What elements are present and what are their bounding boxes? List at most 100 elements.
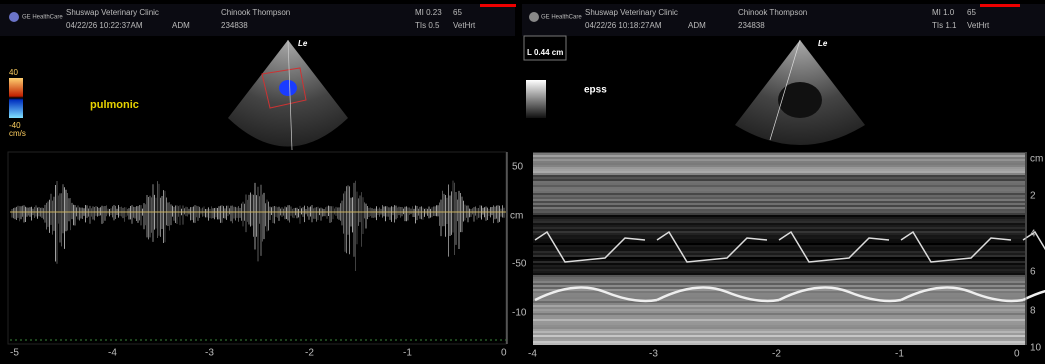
- mmode-row: [533, 289, 1025, 291]
- mmode-row: [533, 341, 1025, 343]
- mmode-row: [533, 167, 1025, 169]
- mmode-row: [533, 265, 1025, 267]
- x-tick-label: 0: [1014, 349, 1020, 360]
- x-tick-label: -4: [528, 349, 537, 360]
- mmode-row: [533, 197, 1025, 199]
- mmode-row: [533, 245, 1025, 247]
- x-tick-label: -5: [10, 348, 19, 359]
- mmode-row: [533, 241, 1025, 243]
- color-box: [261, 67, 307, 109]
- y-tick-label: -50: [512, 259, 527, 270]
- mi: MI 1.0: [932, 8, 955, 17]
- y-tick-label: cm: [1030, 154, 1043, 165]
- mmode-row: [533, 317, 1025, 319]
- mmode-row: [533, 313, 1025, 315]
- header-bar: [522, 4, 1045, 36]
- clinic: Shuswap Veterinary Clinic: [585, 8, 678, 17]
- y-tick-label: 50: [512, 162, 524, 173]
- datetime: 04/22/26 10:22:37AM: [66, 21, 143, 30]
- mmode-row: [533, 251, 1025, 253]
- annotation: pulmonic: [90, 99, 139, 111]
- mmode-row: [533, 323, 1025, 325]
- mmode-row: [533, 171, 1025, 173]
- mmode-row: [533, 321, 1025, 323]
- x-axis-labels: -4 -3 -2 -1 0: [528, 349, 1020, 360]
- x-tick-label: -4: [108, 348, 117, 359]
- doppler-trace: [11, 180, 505, 271]
- frame-rate: 65: [453, 8, 462, 17]
- mmode-row: [533, 235, 1025, 237]
- mmode-row: [533, 259, 1025, 261]
- mmode-row: [533, 153, 1025, 155]
- mmode-row: [533, 173, 1025, 175]
- mmode-trace: [533, 153, 1045, 345]
- mmode-row: [533, 327, 1025, 329]
- preset: VetHrt: [453, 21, 476, 30]
- mmode-row: [533, 315, 1025, 317]
- mmode-row: [533, 215, 1025, 217]
- wall-motion: [778, 286, 902, 303]
- valve-motion: [1022, 230, 1045, 251]
- y-axis-labels: cm 2 4 6 8 10: [1030, 154, 1043, 354]
- mmode-row: [533, 247, 1025, 249]
- mmode-row: [533, 161, 1025, 163]
- x-tick-label: -2: [772, 349, 781, 360]
- cursor-line: [769, 39, 801, 141]
- mmode-row: [533, 319, 1025, 321]
- x-axis-labels: -5 -4 -3 -2 -1 0: [10, 348, 507, 359]
- patient: Chinook Thompson: [221, 8, 290, 17]
- probe-marker: Le: [298, 39, 308, 48]
- mmode-row: [533, 213, 1025, 215]
- mmode-row: [533, 331, 1025, 333]
- mmode-row: [533, 291, 1025, 293]
- tis: TIs 0.5: [415, 21, 440, 30]
- patient-id: 234838: [738, 21, 765, 30]
- mmode-row: [533, 165, 1025, 167]
- mmode-row: [533, 295, 1025, 297]
- x-tick-label: -3: [205, 348, 214, 359]
- mmode-row: [533, 343, 1025, 345]
- mmode-row: [533, 257, 1025, 259]
- header-bar: [0, 4, 515, 36]
- mmode-row: [533, 163, 1025, 165]
- mmode-row: [533, 229, 1025, 231]
- mmode-row: [533, 179, 1025, 181]
- mmode-row: [533, 195, 1025, 197]
- mmode-row: [533, 333, 1025, 335]
- mmode-row: [533, 273, 1025, 275]
- mmode-row: [533, 267, 1025, 269]
- mmode-row: [533, 193, 1025, 195]
- patient: Chinook Thompson: [738, 8, 807, 17]
- mmode-row: [533, 303, 1025, 305]
- scale-min: -40: [9, 121, 21, 130]
- wall-motion: [534, 286, 658, 303]
- mmode-row: [533, 217, 1025, 219]
- mmode-row: [533, 275, 1025, 277]
- mmode-row: [533, 307, 1025, 309]
- measurement: L 0.44 cm: [527, 48, 563, 57]
- mmode-row: [533, 293, 1025, 295]
- frame-rate: 65: [967, 8, 976, 17]
- mmode-row: [533, 177, 1025, 179]
- mmode-row: [533, 325, 1025, 327]
- valve-motion: [900, 230, 1012, 263]
- operator: ADM: [172, 21, 190, 30]
- mmode-row: [533, 203, 1025, 205]
- mmode-row: [533, 255, 1025, 257]
- status-bar: [980, 4, 1020, 7]
- mmode-row: [533, 207, 1025, 209]
- mmode-row: [533, 205, 1025, 207]
- mmode-row: [533, 237, 1025, 239]
- mmode-row: [533, 231, 1025, 233]
- annotation: epss: [584, 85, 607, 96]
- preset: VetHrt: [967, 21, 990, 30]
- valve-motion: [778, 230, 890, 263]
- mmode-row: [533, 159, 1025, 161]
- mmode-row: [533, 297, 1025, 299]
- cursor-line: [287, 39, 293, 151]
- wall-motion: [656, 286, 780, 303]
- chamber: [778, 82, 822, 118]
- mmode-row: [533, 189, 1025, 191]
